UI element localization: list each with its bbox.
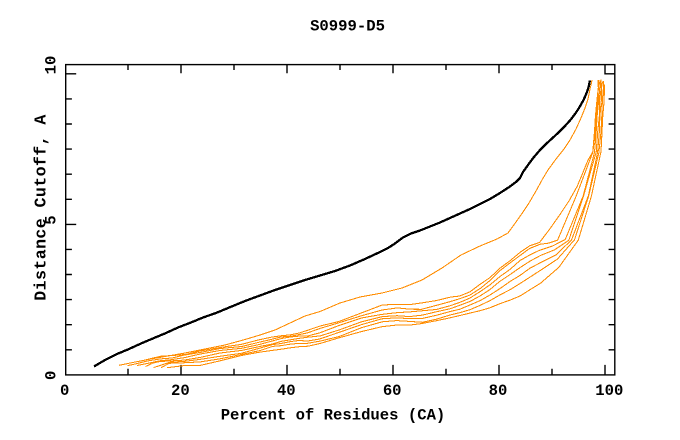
svg-text:40: 40 (277, 382, 296, 400)
svg-text:20: 20 (171, 382, 190, 400)
svg-text:10: 10 (43, 56, 61, 75)
svg-text:0: 0 (43, 371, 61, 380)
svg-text:S0999-D5: S0999-D5 (310, 17, 385, 35)
svg-text:80: 80 (489, 382, 508, 400)
svg-text:Percent of Residues (CA): Percent of Residues (CA) (221, 407, 446, 425)
svg-text:5: 5 (43, 215, 61, 224)
svg-text:0: 0 (60, 382, 69, 400)
svg-text:100: 100 (595, 382, 623, 400)
svg-text:60: 60 (383, 382, 402, 400)
svg-text:Distance Cutoff, A: Distance Cutoff, A (32, 114, 51, 300)
